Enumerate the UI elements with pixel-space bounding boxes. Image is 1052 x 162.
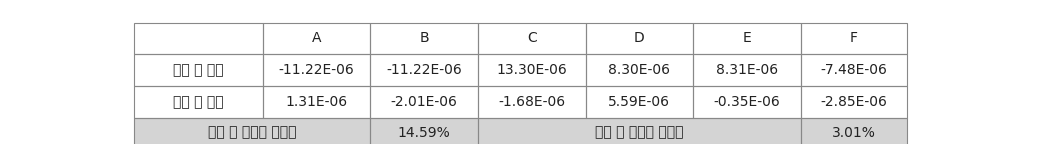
- Text: 1.31E-06: 1.31E-06: [285, 95, 347, 109]
- Bar: [478, 118, 801, 147]
- Bar: [586, 23, 693, 54]
- Text: 시험 전 편차: 시험 전 편차: [173, 63, 224, 77]
- Bar: [370, 54, 478, 86]
- Bar: [586, 86, 693, 118]
- Bar: [134, 23, 263, 54]
- Text: B: B: [420, 31, 429, 46]
- Bar: [586, 54, 693, 86]
- Bar: [263, 23, 370, 54]
- Bar: [370, 86, 478, 118]
- Bar: [370, 118, 478, 147]
- Bar: [693, 54, 801, 86]
- Bar: [478, 23, 586, 54]
- Bar: [478, 86, 586, 118]
- Bar: [693, 86, 801, 118]
- Bar: [134, 118, 370, 147]
- Bar: [693, 54, 801, 86]
- Text: -1.68E-06: -1.68E-06: [499, 95, 565, 109]
- Text: D: D: [634, 31, 645, 46]
- Bar: [134, 23, 263, 54]
- Bar: [478, 54, 586, 86]
- Bar: [586, 54, 693, 86]
- Bar: [370, 54, 478, 86]
- Bar: [134, 86, 263, 118]
- Bar: [801, 23, 907, 54]
- Bar: [801, 54, 907, 86]
- Text: -2.01E-06: -2.01E-06: [390, 95, 458, 109]
- Bar: [134, 86, 263, 118]
- Bar: [801, 54, 907, 86]
- Text: -11.22E-06: -11.22E-06: [386, 63, 462, 77]
- Bar: [263, 86, 370, 118]
- Text: E: E: [743, 31, 751, 46]
- Text: 시험 전 비저항 균일도: 시험 전 비저항 균일도: [208, 126, 297, 140]
- Bar: [693, 86, 801, 118]
- Text: C: C: [527, 31, 537, 46]
- Bar: [134, 118, 370, 147]
- Bar: [801, 118, 907, 147]
- Bar: [586, 23, 693, 54]
- Bar: [370, 118, 478, 147]
- Text: F: F: [850, 31, 857, 46]
- Bar: [801, 118, 907, 147]
- Bar: [263, 54, 370, 86]
- Bar: [478, 118, 801, 147]
- Text: 시험 후 비저항 균일도: 시험 후 비저항 균일도: [595, 126, 684, 140]
- Text: 13.30E-06: 13.30E-06: [497, 63, 567, 77]
- Bar: [370, 23, 478, 54]
- Text: -11.22E-06: -11.22E-06: [279, 63, 355, 77]
- Bar: [263, 86, 370, 118]
- Bar: [478, 86, 586, 118]
- Bar: [370, 86, 478, 118]
- Text: 3.01%: 3.01%: [832, 126, 876, 140]
- Bar: [370, 23, 478, 54]
- Text: A: A: [311, 31, 321, 46]
- Bar: [801, 23, 907, 54]
- Text: -2.85E-06: -2.85E-06: [821, 95, 887, 109]
- Bar: [478, 23, 586, 54]
- Bar: [478, 54, 586, 86]
- Text: 8.30E-06: 8.30E-06: [608, 63, 670, 77]
- Bar: [134, 54, 263, 86]
- Text: 8.31E-06: 8.31E-06: [716, 63, 778, 77]
- Text: -0.35E-06: -0.35E-06: [713, 95, 781, 109]
- Bar: [263, 54, 370, 86]
- Bar: [263, 23, 370, 54]
- Bar: [801, 86, 907, 118]
- Text: 14.59%: 14.59%: [398, 126, 450, 140]
- Bar: [134, 54, 263, 86]
- Text: -7.48E-06: -7.48E-06: [821, 63, 887, 77]
- Bar: [801, 86, 907, 118]
- Bar: [586, 86, 693, 118]
- Bar: [693, 23, 801, 54]
- Text: 5.59E-06: 5.59E-06: [608, 95, 670, 109]
- Text: 시험 후 편차: 시험 후 편차: [173, 95, 224, 109]
- Bar: [693, 23, 801, 54]
